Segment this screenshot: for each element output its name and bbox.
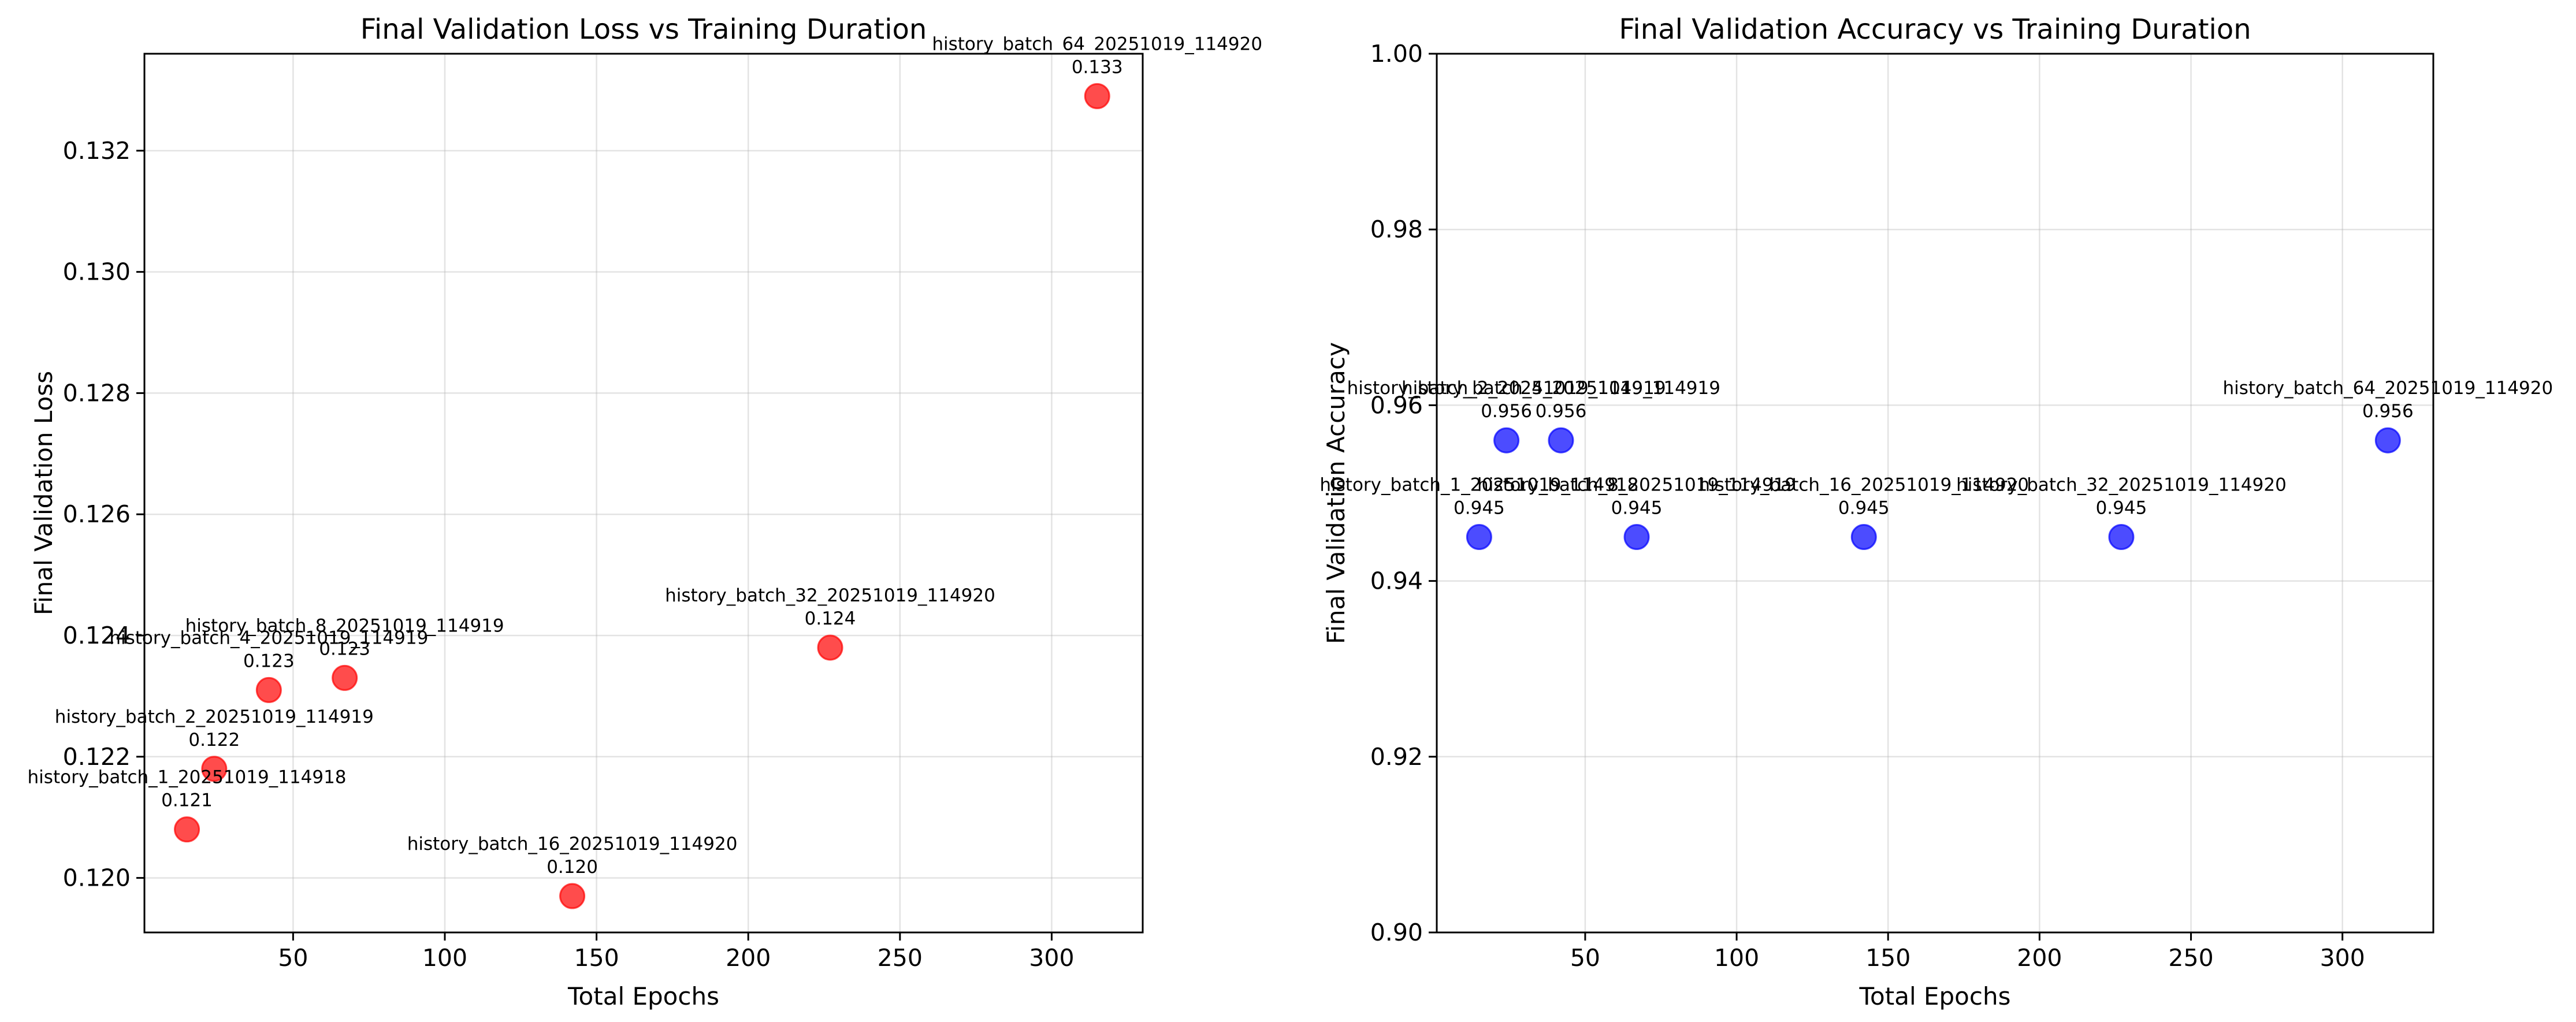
point-name-label: history_batch_64_20251019_114920 (2222, 378, 2553, 399)
y-tick-label: 0.96 (1370, 391, 1423, 419)
point-value-label: 0.956 (1481, 401, 1532, 422)
x-axis-label: Total Epochs (567, 982, 719, 1010)
data-point (1466, 524, 1492, 551)
data-point (559, 883, 586, 909)
x-tick-label: 50 (278, 944, 308, 972)
y-tick-label: 0.90 (1370, 919, 1423, 946)
x-tick-label: 200 (726, 944, 771, 972)
point-name-label: history_batch_1_20251019_114918 (28, 767, 347, 788)
chart-title: Final Validation Loss vs Training Durati… (360, 13, 927, 46)
point-value-label: 0.122 (188, 730, 240, 750)
data-point (1850, 524, 1877, 551)
point-name-label: history_batch_4_20251019_114919 (1402, 378, 1720, 399)
y-axis-label: Final Validation Accuracy (1322, 342, 1350, 644)
point-name-label: history_batch_32_20251019_114920 (1956, 475, 2287, 496)
point-name-label: history_batch_2_20251019_114919 (1347, 378, 1666, 399)
data-point (1548, 427, 1574, 454)
y-axis-label: Final Validation Loss (29, 371, 58, 615)
point-name-label: history_batch_1_20251019_114918 (1319, 475, 1638, 496)
y-tick-label: 1.00 (1370, 40, 1423, 68)
y-tick-label: 0.92 (1370, 743, 1423, 771)
x-tick-label: 300 (1029, 944, 1074, 972)
point-value-label: 0.945 (2096, 498, 2147, 519)
y-tick-label: 0.98 (1370, 215, 1423, 243)
data-point (1623, 524, 1650, 551)
point-name-label: history_batch_32_20251019_114920 (665, 585, 995, 606)
x-tick-label: 150 (574, 944, 619, 972)
point-value-label: 0.121 (161, 790, 213, 811)
x-tick-label: 300 (2320, 944, 2365, 972)
point-name-label: history_batch_16_20251019_114920 (1698, 475, 2029, 496)
y-tick-label: 0.122 (63, 743, 131, 771)
data-point (201, 756, 228, 782)
data-point (332, 664, 358, 691)
data-point (1084, 83, 1110, 109)
data-point (174, 816, 200, 843)
x-tick-label: 50 (1570, 944, 1600, 972)
data-point (817, 634, 843, 661)
plot-frame (1436, 53, 2434, 934)
data-point (255, 677, 282, 703)
point-value-label: 0.945 (1611, 498, 1663, 519)
point-name-label: history_batch_16_20251019_114920 (407, 834, 738, 854)
point-value-label: 0.123 (243, 651, 295, 671)
point-value-label: 0.133 (1072, 57, 1123, 77)
data-point (2108, 524, 2135, 551)
y-tick-label: 0.130 (63, 258, 131, 286)
point-value-label: 0.945 (1838, 498, 1890, 519)
x-tick-label: 100 (1714, 944, 1759, 972)
x-tick-label: 100 (422, 944, 467, 972)
y-tick-label: 0.124 (63, 622, 131, 649)
point-value-label: 0.956 (2362, 401, 2414, 422)
point-value-label: 0.120 (547, 857, 598, 878)
point-name-label: history_batch_8_20251019_114919 (185, 615, 504, 636)
y-tick-label: 0.94 (1370, 567, 1423, 595)
y-tick-label: 0.120 (63, 864, 131, 892)
plot-frame (143, 53, 1144, 934)
x-tick-label: 150 (1865, 944, 1910, 972)
data-point (1493, 427, 1520, 454)
point-name-label: history_batch_64_20251019_114920 (932, 34, 1262, 54)
x-tick-label: 250 (878, 944, 923, 972)
x-tick-label: 200 (2017, 944, 2062, 972)
y-tick-label: 0.132 (63, 137, 131, 165)
data-point (2374, 427, 2401, 454)
point-value-label: 0.945 (1454, 498, 1505, 519)
x-tick-label: 250 (2168, 944, 2213, 972)
point-value-label: 0.124 (805, 608, 856, 629)
x-axis-label: Total Epochs (1859, 982, 2011, 1010)
point-name-label: history_batch_4_20251019_114919 (109, 627, 428, 648)
point-name-label: history_batch_8_20251019_114919 (1477, 475, 1796, 496)
point-value-label: 0.123 (319, 638, 370, 659)
point-name-label: history_batch_2_20251019_114919 (55, 707, 374, 727)
y-tick-label: 0.128 (63, 379, 131, 407)
loss-chart: 50 100 150 200 250 300 0.120 0.122 0.124 0.126 0.1… (28, 13, 1263, 1010)
y-tick-label: 0.126 (63, 500, 131, 528)
chart-title: Final Validation Accuracy vs Training Du… (1619, 13, 2251, 46)
accuracy-chart: 50 100 150 200 250 300 0.90 0.92 0.94 0.96 0.98 1.0… (1319, 13, 2553, 1010)
point-value-label: 0.956 (1536, 401, 1587, 422)
